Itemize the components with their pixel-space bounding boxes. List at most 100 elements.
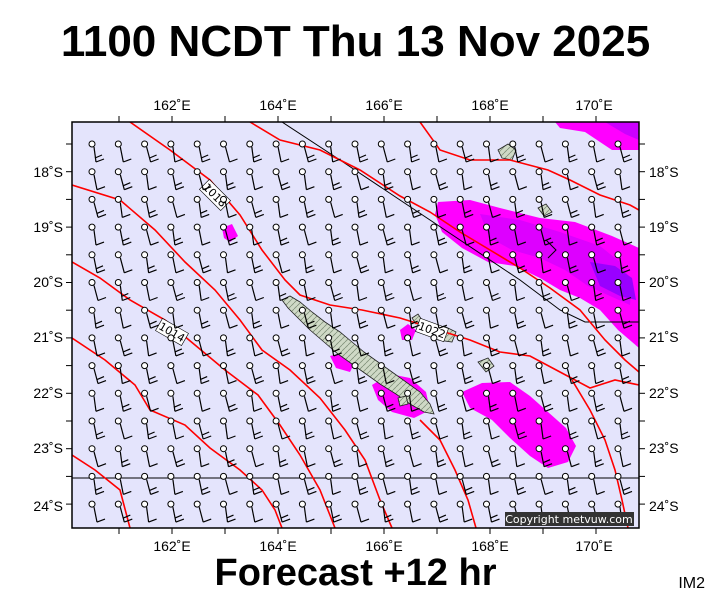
wind-barb — [272, 195, 289, 218]
wind-barb — [114, 445, 131, 468]
wind-barb — [220, 223, 238, 246]
lon-labels-bottom: 162˚E 164˚E 166˚E 168˚E 170˚E — [153, 538, 612, 554]
wind-barb — [509, 279, 526, 302]
wind-barb — [325, 334, 342, 357]
wind-barb — [141, 500, 157, 523]
wind-barb — [377, 417, 394, 440]
wind-barb — [483, 362, 501, 385]
wind-barb — [483, 140, 499, 163]
wind-barb — [220, 334, 236, 357]
wind-barb — [114, 500, 133, 523]
map-frame — [71, 121, 640, 529]
wind-barb — [561, 251, 579, 274]
wind-barb — [483, 279, 501, 302]
wind-barb — [588, 472, 605, 495]
wind-barb — [614, 279, 632, 302]
wind-barb — [141, 223, 159, 246]
wind-barb — [193, 472, 211, 495]
wind-barb — [351, 417, 370, 440]
wind-barb — [509, 389, 527, 412]
wind-barb — [246, 472, 263, 495]
wind-barb — [456, 334, 473, 357]
wind-barb — [193, 445, 210, 468]
wind-barb — [193, 140, 211, 163]
wind-barb — [535, 168, 552, 191]
wind-barb — [535, 389, 554, 412]
wind-barb — [561, 389, 578, 412]
wind-barb — [430, 223, 448, 246]
wind-barb — [220, 195, 237, 218]
wind-barb — [430, 445, 447, 468]
wind-barb — [588, 251, 606, 274]
wind-barb — [509, 223, 527, 246]
lat-label: 23˚S — [33, 440, 63, 456]
wind-barb — [88, 306, 105, 329]
precip-area-east-band — [435, 200, 639, 348]
wind-barb — [114, 417, 133, 440]
wind-barb — [456, 223, 475, 246]
wind-barb — [535, 251, 552, 274]
wind-barb — [114, 140, 132, 163]
wind-barb — [430, 306, 448, 329]
wind-barb — [377, 362, 395, 385]
wind-barb — [167, 279, 186, 302]
wind-barb — [167, 334, 185, 357]
wind-barb — [88, 417, 106, 440]
wind-barb — [404, 306, 420, 329]
wind-barb — [404, 472, 420, 495]
wind-barb — [483, 389, 499, 412]
wind-barb — [430, 362, 447, 385]
wind-barb — [377, 251, 394, 274]
wind-barb — [325, 445, 343, 468]
wind-barb — [561, 445, 580, 468]
wind-barb — [483, 500, 500, 523]
lon-label: 162˚E — [153, 538, 190, 554]
lat-labels-left: 18˚S 19˚S 20˚S 21˚S 22˚S 23˚S 24˚S — [33, 164, 63, 514]
wind-barb — [535, 334, 552, 357]
isobar-line — [72, 337, 283, 528]
wind-barb — [325, 223, 341, 246]
lon-label: 170˚E — [575, 538, 612, 554]
wind-barb — [456, 279, 474, 302]
wind-barb — [614, 389, 633, 412]
wind-barb — [588, 306, 605, 329]
lat-label: 20˚S — [33, 274, 63, 290]
wind-barb — [430, 500, 449, 523]
wind-barb — [114, 223, 132, 246]
wind-barb — [246, 389, 263, 412]
wind-barb — [456, 389, 475, 412]
wind-barb — [351, 140, 369, 163]
wind-barb — [193, 306, 211, 329]
wind-barb — [220, 251, 236, 274]
wind-barb — [561, 279, 580, 302]
wind-barb — [351, 279, 368, 302]
lat-labels-right: 18˚S 19˚S 20˚S 21˚S 22˚S 23˚S 24˚S — [649, 164, 679, 514]
wind-barb — [509, 168, 528, 191]
wind-barb — [272, 279, 289, 302]
isobar-line — [72, 261, 336, 528]
wind-barb — [509, 195, 526, 218]
wind-barb — [483, 472, 499, 495]
wind-barb — [114, 195, 131, 218]
wind-barb — [561, 417, 579, 440]
wind-barb — [88, 472, 105, 495]
wind-barb — [167, 195, 186, 218]
wind-barb — [351, 306, 369, 329]
wind-barb — [167, 306, 184, 329]
wind-barb — [298, 195, 316, 218]
wind-barb — [483, 195, 501, 218]
wind-barb — [377, 195, 395, 218]
forecast-label: Forecast +12 hr — [214, 552, 497, 594]
wind-barb — [246, 279, 265, 302]
wind-barb — [272, 472, 290, 495]
wind-barb — [298, 251, 315, 274]
wind-barb — [588, 445, 604, 468]
wind-barb — [167, 223, 184, 246]
lat-label: 22˚S — [33, 385, 63, 401]
wind-barb — [325, 306, 341, 329]
wind-barb — [141, 417, 157, 440]
wind-barb — [509, 334, 528, 357]
wind-barb — [220, 168, 236, 191]
wind-barb — [193, 334, 212, 357]
wind-barb — [614, 251, 631, 274]
